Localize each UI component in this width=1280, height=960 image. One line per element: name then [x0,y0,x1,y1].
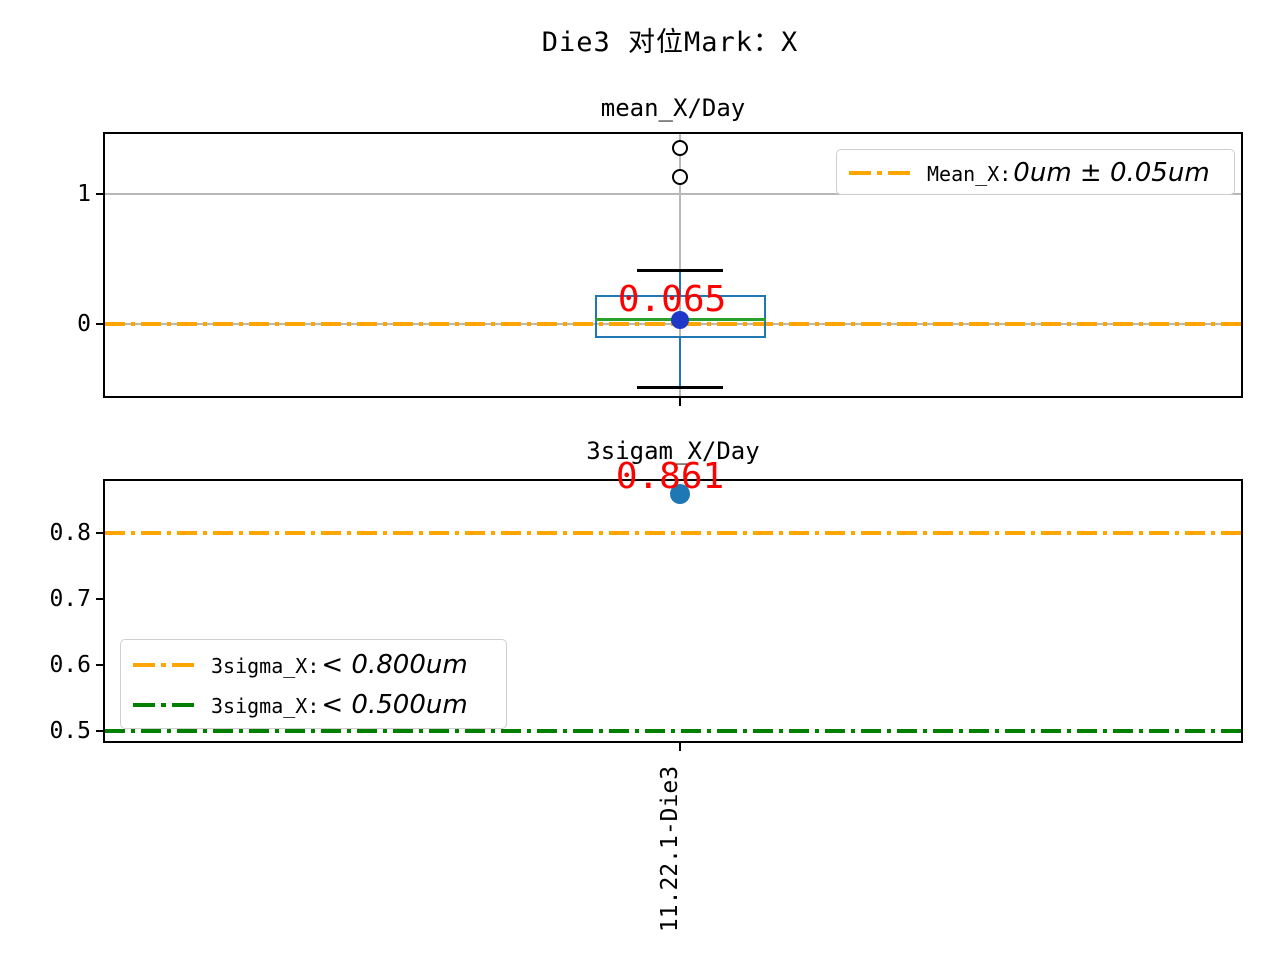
xtick-mark-top-axes [679,398,681,406]
boxplot-box [595,295,766,338]
ytick-mark-06 [96,664,105,666]
figure-title: Die3 对位Mark：X [541,27,799,58]
legend-top-entry: Mean_X: 0um ± 0.05um [837,153,1234,193]
legend-bottom-label-1: 3sigma_X: < 0.800um [211,650,468,680]
xtick-label-rotated: 11.22.1-Die3 [657,765,683,933]
axes-top-mean-x: 0.065 Mean_X: 0um ± 0.05um 1 0 [77,132,1243,406]
ytick-label-05: 0.5 [49,718,91,744]
subplot-bottom-title: 3sigam_X/Day [586,437,760,465]
sigma-data-point [670,484,690,504]
ytick-mark-08 [96,532,105,534]
legend-bottom-label-2: 3sigma_X: < 0.500um [211,690,468,720]
legend-top-label-prefix: Mean_X: [927,162,1012,186]
boxplot-outlier-1 [672,140,688,156]
boxplot-cap-upper [637,269,723,272]
sigma-annotation: 0.861 [615,456,725,497]
boxplot-outlier-2 [672,169,688,185]
legend-bottom-label-1-prefix: 3sigma_X: [211,654,320,678]
spec-line-3sigma-0500 [105,729,1241,733]
ytick-mark-1 [96,193,105,195]
xtick-mark-bottom-axes [679,743,681,751]
gridline-x-category [679,134,681,396]
legend-top-label: Mean_X: 0um ± 0.05um [927,158,1210,188]
spec-line-3sigma-0800 [105,531,1241,535]
ytick-mark-05 [96,730,105,732]
boxplot-whisker-lower [679,338,681,388]
legend-bottom-entry-2: 3sigma_X: < 0.500um [121,685,506,725]
legend-bottom-entry-1: 3sigma_X: < 0.800um [121,645,506,685]
ytick-label-06: 0.6 [49,652,91,678]
legend-line-sample-green [133,703,197,707]
subplot-top-title: mean_X/Day [600,94,746,122]
boxplot-cap-lower [637,386,723,389]
ytick-mark-0 [96,323,105,325]
ytick-label-0: 0 [77,311,91,337]
legend-top: Mean_X: 0um ± 0.05um [836,149,1235,195]
legend-line-sample-orange-2 [133,663,197,667]
mean-annotation: 0.065 [617,279,727,320]
ytick-label-08: 0.8 [49,520,91,546]
legend-line-sample-orange [849,171,913,175]
legend-bottom: 3sigma_X: < 0.800um 3sigma_X: < 0.500um [120,639,507,729]
mean-point [671,311,689,329]
ytick-label-07: 0.7 [49,586,91,612]
gridline-y1 [105,193,1241,195]
boxplot-whisker-upper [679,271,681,295]
legend-bottom-label-1-math: < 0.800um [321,650,468,680]
axes-bottom-3sigma-x: 3sigma_X: < 0.800um 3sigma_X: < 0.500um … [49,479,1243,751]
legend-bottom-label-2-prefix: 3sigma_X: [211,694,320,718]
legend-bottom-label-2-math: < 0.500um [321,690,468,720]
legend-top-label-math: 0um ± 0.05um [1013,158,1210,188]
ytick-label-1: 1 [77,181,91,207]
ytick-mark-07 [96,598,105,600]
